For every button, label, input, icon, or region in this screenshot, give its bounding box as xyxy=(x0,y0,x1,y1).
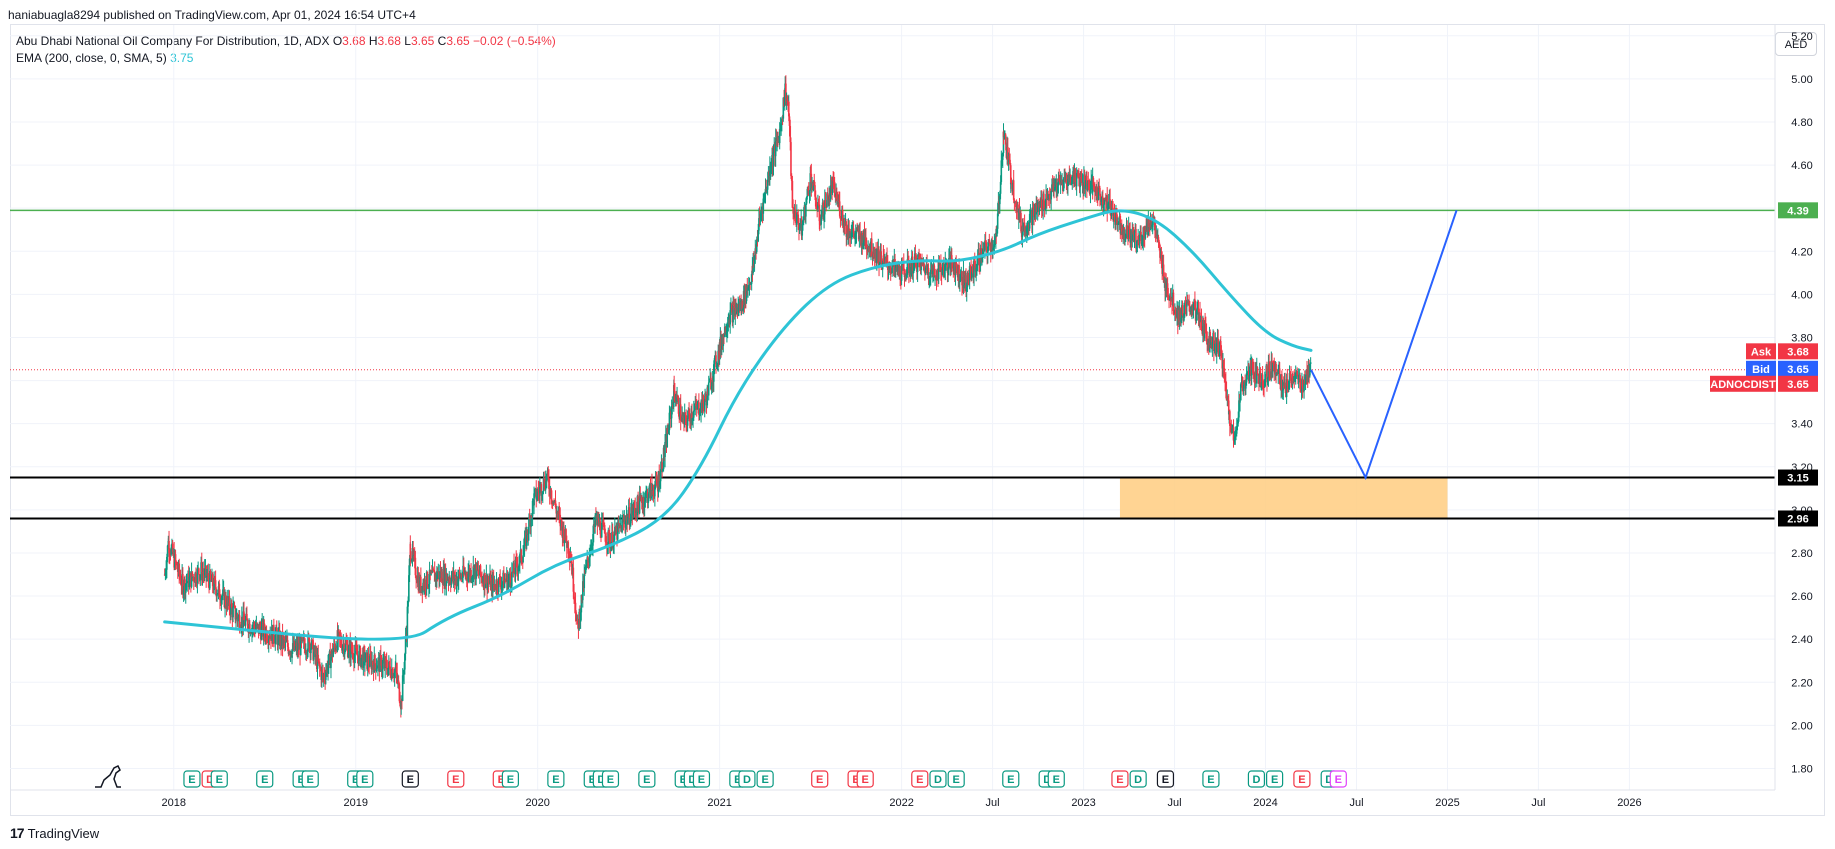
high-label: H xyxy=(368,34,378,48)
chart-frame[interactable] xyxy=(10,24,1825,816)
tv-brand-label: TradingView xyxy=(27,825,100,841)
publisher-line: haniabuagla8294 published on TradingView… xyxy=(8,8,416,22)
tradingview-logo[interactable]: 17 TradingView xyxy=(10,825,99,841)
close-value: 3.65 xyxy=(446,34,470,48)
ema-value: 3.75 xyxy=(170,51,194,65)
high-value: 3.68 xyxy=(377,34,401,48)
open-value: 3.68 xyxy=(342,34,366,48)
tv-mark-icon: 17 xyxy=(10,825,25,841)
low-value: 3.65 xyxy=(410,34,435,48)
currency-button[interactable]: AED xyxy=(1775,32,1817,56)
open-label: O xyxy=(332,34,343,48)
close-label: C xyxy=(437,34,447,48)
ema-legend: EMA (200, close, 0, SMA, 5) 3.75 xyxy=(16,51,193,65)
low-label: L xyxy=(404,34,411,48)
symbol-legend: Abu Dhabi National Oil Company For Distr… xyxy=(16,34,556,48)
ema-label[interactable]: EMA (200, close, 0, SMA, 5) xyxy=(16,51,167,65)
change-value: −0.02 (−0.54%) xyxy=(473,34,556,48)
symbol-title[interactable]: Abu Dhabi National Oil Company For Distr… xyxy=(16,34,330,48)
